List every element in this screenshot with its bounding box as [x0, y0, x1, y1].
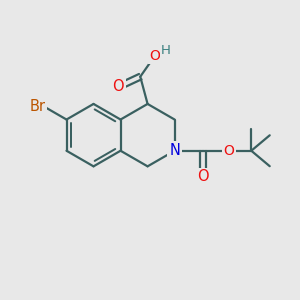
- Text: H: H: [161, 44, 171, 57]
- Text: O: O: [112, 80, 124, 94]
- Text: O: O: [224, 144, 234, 158]
- Text: O: O: [197, 169, 209, 184]
- Text: O: O: [150, 49, 160, 62]
- Text: Br: Br: [29, 99, 45, 114]
- Text: N: N: [169, 143, 180, 158]
